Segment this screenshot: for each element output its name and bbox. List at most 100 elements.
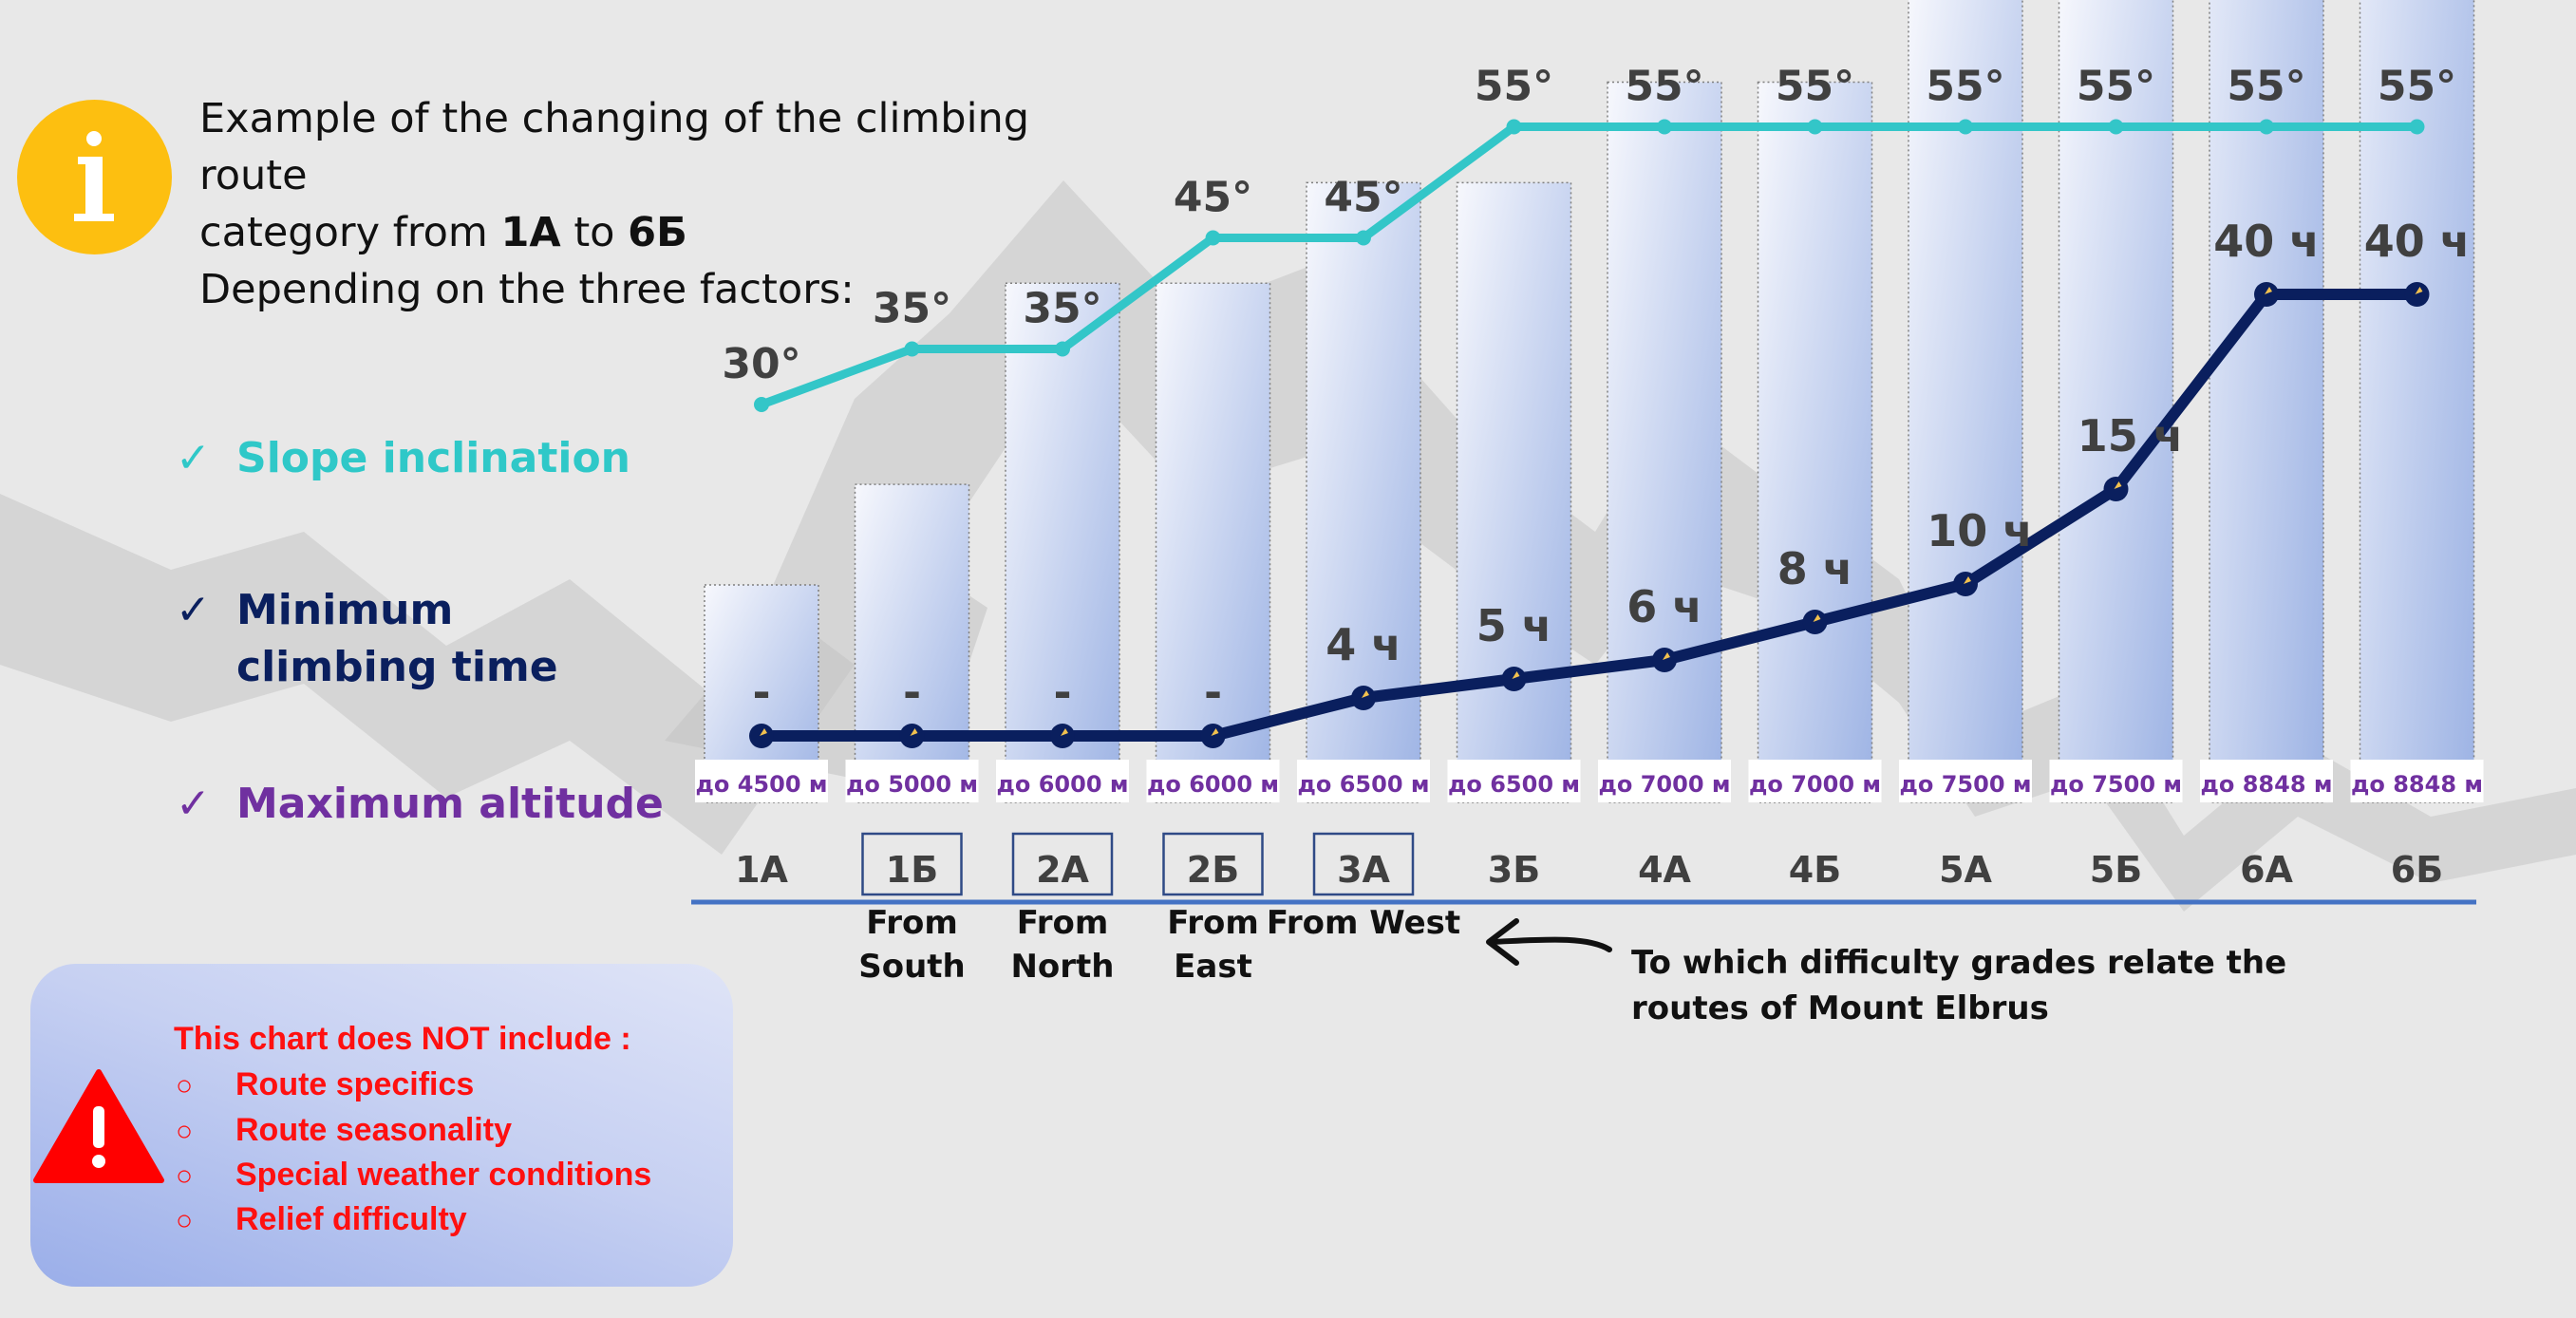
intro-text: Example of the changing of the climbing …	[199, 90, 1149, 318]
elbrus-category-box	[861, 832, 963, 896]
climbing-time-point	[899, 724, 925, 748]
altitude-bar	[1005, 282, 1120, 803]
slope-point	[904, 341, 920, 357]
altitude-label-bg	[845, 760, 979, 802]
altitude-label: до 7500 м	[2050, 771, 2182, 798]
category-label: 3А	[1337, 849, 1390, 891]
climbing-time-label: 40 ч	[2213, 216, 2320, 267]
warning-box	[30, 964, 733, 1287]
slope-point	[1657, 119, 1672, 135]
altitude-label: до 6000 м	[997, 771, 1129, 798]
point-marker-icon	[2114, 481, 2122, 489]
slope-label: 55°	[2378, 63, 2456, 111]
bullet-icon: ○	[176, 1160, 194, 1192]
warning-item-label: Special weather conditions	[235, 1157, 652, 1193]
elbrus-note: To which difficulty grades relate the ro…	[1631, 944, 2287, 1027]
slope-label: 55°	[1625, 63, 1703, 111]
slope-point	[2409, 119, 2425, 135]
climbing-time-series: - - - - 4 ч 5 ч 6 ч 8 ч 10 ч 15 ч 40 ч 40 ч	[749, 216, 2470, 748]
climbing-time-point	[1351, 686, 1376, 710]
altitude-label: до 6500 м	[1298, 771, 1430, 798]
warning-item: ○ Route seasonality	[176, 1112, 512, 1149]
factor-altitude: ✓ Maximum altitude	[176, 776, 664, 833]
arrow-head-icon	[1486, 918, 1519, 966]
slope-label: 55°	[2077, 63, 2155, 111]
climbing-time-point	[2404, 282, 2430, 307]
warning-item-label: Relief difficulty	[235, 1201, 467, 1237]
climbing-time-point	[1953, 572, 1978, 596]
slope-label: 55°	[1926, 63, 2004, 111]
slope-label: 55°	[2227, 63, 2305, 111]
altitude-label: до 5000 м	[846, 771, 978, 798]
altitude-bar	[854, 483, 970, 803]
altitude-label-bg	[2350, 760, 2484, 802]
climbing-time-point	[1501, 667, 1527, 691]
climbing-time-label: -	[1204, 667, 1222, 718]
climbing-time-label: 4 ч	[1326, 619, 1401, 670]
altitude-bar	[1456, 181, 1572, 803]
intro-line-2: category from 1А to 6Б	[199, 204, 1149, 261]
check-icon: ✓	[176, 780, 211, 828]
intro-line-2-prefix: category from	[199, 209, 501, 256]
point-marker-icon	[1964, 576, 1971, 584]
point-marker-icon	[2415, 287, 2423, 294]
warning-item: ○ Route specifics	[176, 1066, 474, 1103]
slope-point	[1506, 119, 1522, 135]
slope-point	[754, 397, 769, 412]
slope-label: 35°	[1023, 285, 1101, 333]
elbrus-category-box	[1162, 832, 1264, 896]
slope-line	[760, 122, 2417, 409]
point-marker-icon	[910, 728, 918, 736]
elbrus-route-label: From West	[1267, 904, 1460, 942]
climbing-time-point	[1652, 648, 1677, 672]
slope-point	[1356, 230, 1371, 246]
warning-item: ○ Relief difficulty	[176, 1201, 467, 1238]
warning-item-label: Route seasonality	[235, 1112, 512, 1148]
elbrus-routes: From South From North From East From West	[858, 904, 1460, 986]
slope-label: 45°	[1174, 174, 1252, 222]
elbrus-route-label: East	[1174, 948, 1252, 986]
elbrus-category-box	[1011, 832, 1114, 896]
altitude-label-bg	[996, 760, 1129, 802]
elbrus-route-label: North	[1010, 948, 1114, 986]
check-icon: ✓	[176, 434, 211, 482]
factor-slope: ✓ Slope inclination	[176, 430, 630, 487]
point-marker-icon	[2265, 287, 2272, 294]
point-marker-icon	[1211, 728, 1219, 736]
category-label: 4А	[1638, 849, 1691, 891]
altitude-label-bg	[1748, 760, 1882, 802]
altitude-label: до 7500 м	[1900, 771, 2032, 798]
slope-label: 30°	[722, 340, 800, 388]
intro-line-3: Depending on the three factors:	[199, 266, 855, 313]
climbing-time-label: -	[752, 667, 770, 718]
warning-icon	[33, 1069, 164, 1183]
elbrus-route-label: From	[1167, 904, 1259, 942]
intro-line-2-mid: to	[560, 209, 629, 256]
altitude-label: до 4500 м	[696, 771, 828, 798]
climbing-time-label: 40 ч	[2364, 216, 2471, 267]
elbrus-route-label: South	[858, 948, 966, 986]
point-marker-icon	[1061, 728, 1068, 736]
category-label: 6А	[2240, 849, 2293, 891]
warning-title: This chart does NOT include :	[174, 1021, 631, 1057]
climbing-time-point	[1802, 610, 1828, 634]
category-to: 6Б	[628, 209, 687, 256]
climbing-time-label: 6 ч	[1626, 581, 1702, 632]
slope-point	[2259, 119, 2274, 135]
altitude-label-bg	[2200, 760, 2333, 802]
slope-label: 55°	[1776, 63, 1854, 111]
slope-label: 35°	[873, 285, 951, 333]
category-label: 2Б	[1187, 849, 1239, 891]
factor-time-label: Minimum climbing time	[236, 586, 558, 691]
climbing-time-label: 10 ч	[1927, 505, 2033, 556]
warning-item: ○ Special weather conditions	[176, 1157, 651, 1194]
altitude-label: до 6000 м	[1147, 771, 1279, 798]
altitude-bar	[1757, 81, 1873, 803]
altitude-label-bg	[1297, 760, 1430, 802]
climbing-time-label: -	[1053, 667, 1071, 718]
arrow-icon	[1488, 936, 1612, 952]
altitude-bars: до 4500 м до 5000 м до 6000 м до 6000 м до 6…	[695, 0, 2484, 803]
bullet-icon: ○	[176, 1070, 194, 1101]
bullet-icon: ○	[176, 1116, 194, 1147]
